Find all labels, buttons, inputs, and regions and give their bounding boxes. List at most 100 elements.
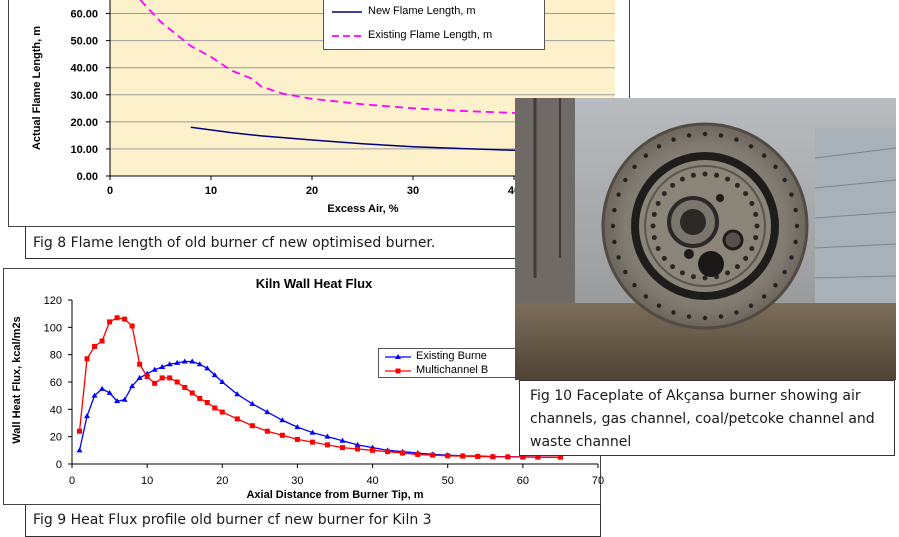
faceplate-bolt-hole [612, 207, 617, 213]
fig9-marker-multichannel [129, 323, 135, 329]
faceplate-air-hole [670, 182, 676, 188]
fig8-legend-label-existing: Existing Flame Length, m [368, 29, 493, 41]
faceplate-bolt-hole [789, 255, 794, 260]
fig9-title: Kiln Wall Heat Flux [256, 276, 373, 291]
fig9-marker-multichannel [557, 454, 563, 460]
faceplate-air-hole [702, 171, 708, 177]
fig8-legend-label-new: New Flame Length, m [368, 5, 476, 17]
fig9-ytick-label: 100 [44, 322, 62, 334]
fig9-xtick-label: 10 [141, 475, 153, 487]
fig9-marker-existing [76, 447, 83, 453]
fig9-marker-multichannel [505, 454, 511, 460]
faceplate-bolt-hole [734, 310, 739, 315]
fig8-series-line-1 [139, 0, 595, 116]
fig9-marker-existing [204, 365, 211, 371]
fig9-marker-multichannel [114, 315, 120, 321]
faceplate-bolt-hole [761, 294, 767, 299]
fig9-marker-multichannel [137, 361, 143, 367]
faceplate-waste-channel [698, 251, 724, 277]
fig8-legend: New Flame Length, m Existing Flame Lengt… [323, 0, 545, 50]
faceplate-bolt-hole [718, 314, 724, 319]
fig9-marker-existing [121, 396, 128, 402]
fig9-xtick-label: 70 [592, 475, 604, 487]
fig9-ytick-label: 80 [50, 350, 62, 362]
faceplate-bolt-hole [686, 314, 692, 319]
faceplate-bolt-hole [686, 133, 692, 138]
fig9-marker-existing [249, 400, 256, 406]
fig9-marker-existing [136, 374, 143, 380]
faceplate-bolt-hole [718, 133, 724, 138]
fig9-marker-existing [324, 433, 331, 439]
fig9-chart: 0 20 40 60 80 100 120 0 10 20 30 40 50 60 70 Kiln Wall… [11, 276, 604, 501]
photo-building [815, 128, 896, 328]
fig9-ytick-label: 40 [50, 404, 62, 416]
fig9-marker-existing [354, 441, 361, 447]
faceplate-bolt-hole [643, 294, 649, 299]
fig9-marker-existing [106, 389, 113, 395]
fig9-xtick-label: 40 [366, 475, 378, 487]
fig9-marker-existing [91, 392, 98, 398]
fig9-marker-multichannel [279, 432, 285, 438]
faceplate-bolt-hole [794, 223, 800, 229]
fig9-legend-marker-existing [395, 354, 401, 359]
faceplate-air-hole [725, 270, 731, 276]
fig9-marker-existing [211, 372, 218, 378]
fig9-legend-label-existing: Existing Burne [416, 350, 487, 362]
fig9-marker-existing [151, 366, 158, 372]
fig9-marker-existing [99, 385, 106, 391]
fig9-ylabel: Wall Heat Flux, kcal/m2s [11, 316, 23, 443]
fig9-marker-existing [129, 383, 136, 389]
fig9-marker-existing [159, 363, 166, 369]
faceplate-air-hole [670, 264, 676, 270]
fig9-marker-multichannel [234, 416, 240, 422]
fig9-xlabel: Axial Distance from Burner Tip, m [246, 489, 423, 501]
faceplate-air-hole [679, 270, 685, 276]
fig9-marker-multichannel [294, 436, 300, 442]
fig9-marker-multichannel [309, 439, 315, 445]
fig9-marker-multichannel [430, 452, 436, 458]
faceplate-air-hole [679, 176, 685, 182]
fig9-marker-multichannel [535, 454, 541, 460]
faceplate-bolt-hole [702, 315, 708, 321]
fig9-marker-multichannel [174, 379, 180, 385]
faceplate-air-hole [650, 223, 656, 229]
faceplate-air-hole [734, 264, 740, 270]
fig9-marker-multichannel [385, 449, 391, 455]
fig8-caption-box [25, 227, 535, 259]
faceplate-bolt-hole [782, 269, 787, 275]
faceplate-air-hole [753, 235, 759, 241]
fig9-marker-multichannel [490, 454, 496, 460]
faceplate-bolt-hole [793, 207, 798, 213]
fig8-ytick-label: 0.00 [77, 171, 98, 183]
fig10-caption: Fig 10 Faceplate of Akçansa burner showi… [530, 388, 875, 450]
faceplate-air-hole [651, 235, 657, 241]
fig9-marker-multichannel [107, 319, 113, 325]
fig9-marker-multichannel [355, 446, 361, 452]
faceplate-air-hole [734, 182, 740, 188]
fig9-marker-multichannel [189, 390, 195, 396]
faceplate-air-hole [651, 211, 657, 217]
faceplate-air-hole [725, 176, 731, 182]
fig9-marker-multichannel [182, 384, 188, 390]
fig9-marker-multichannel [99, 338, 105, 344]
fig8-xtick-label: 30 [407, 185, 419, 197]
faceplate-bolt-hole [773, 282, 778, 288]
photo-structure [515, 98, 575, 308]
fig9-frame [3, 268, 601, 505]
fig9-marker-multichannel [219, 409, 225, 415]
faceplate-air-hole [702, 275, 708, 281]
fig9-marker-multichannel [415, 451, 421, 457]
fig9-xtick-label: 0 [69, 475, 75, 487]
fig9-marker-multichannel [197, 395, 203, 401]
faceplate-bolt-hole [612, 239, 617, 245]
faceplate-air-hole [749, 246, 755, 252]
faceplate-gas-channel [722, 229, 744, 251]
fig9-ytick-label: 60 [50, 377, 62, 389]
fig9-marker-multichannel [84, 356, 90, 362]
faceplate-air-hole [655, 200, 661, 206]
fig8-ytick-label: 20.00 [70, 117, 98, 129]
fig9-ytick-label: 20 [50, 432, 62, 444]
fig9-marker-multichannel [167, 375, 173, 381]
fig9-xtick-label: 60 [517, 475, 529, 487]
fig9-marker-multichannel [77, 428, 83, 434]
